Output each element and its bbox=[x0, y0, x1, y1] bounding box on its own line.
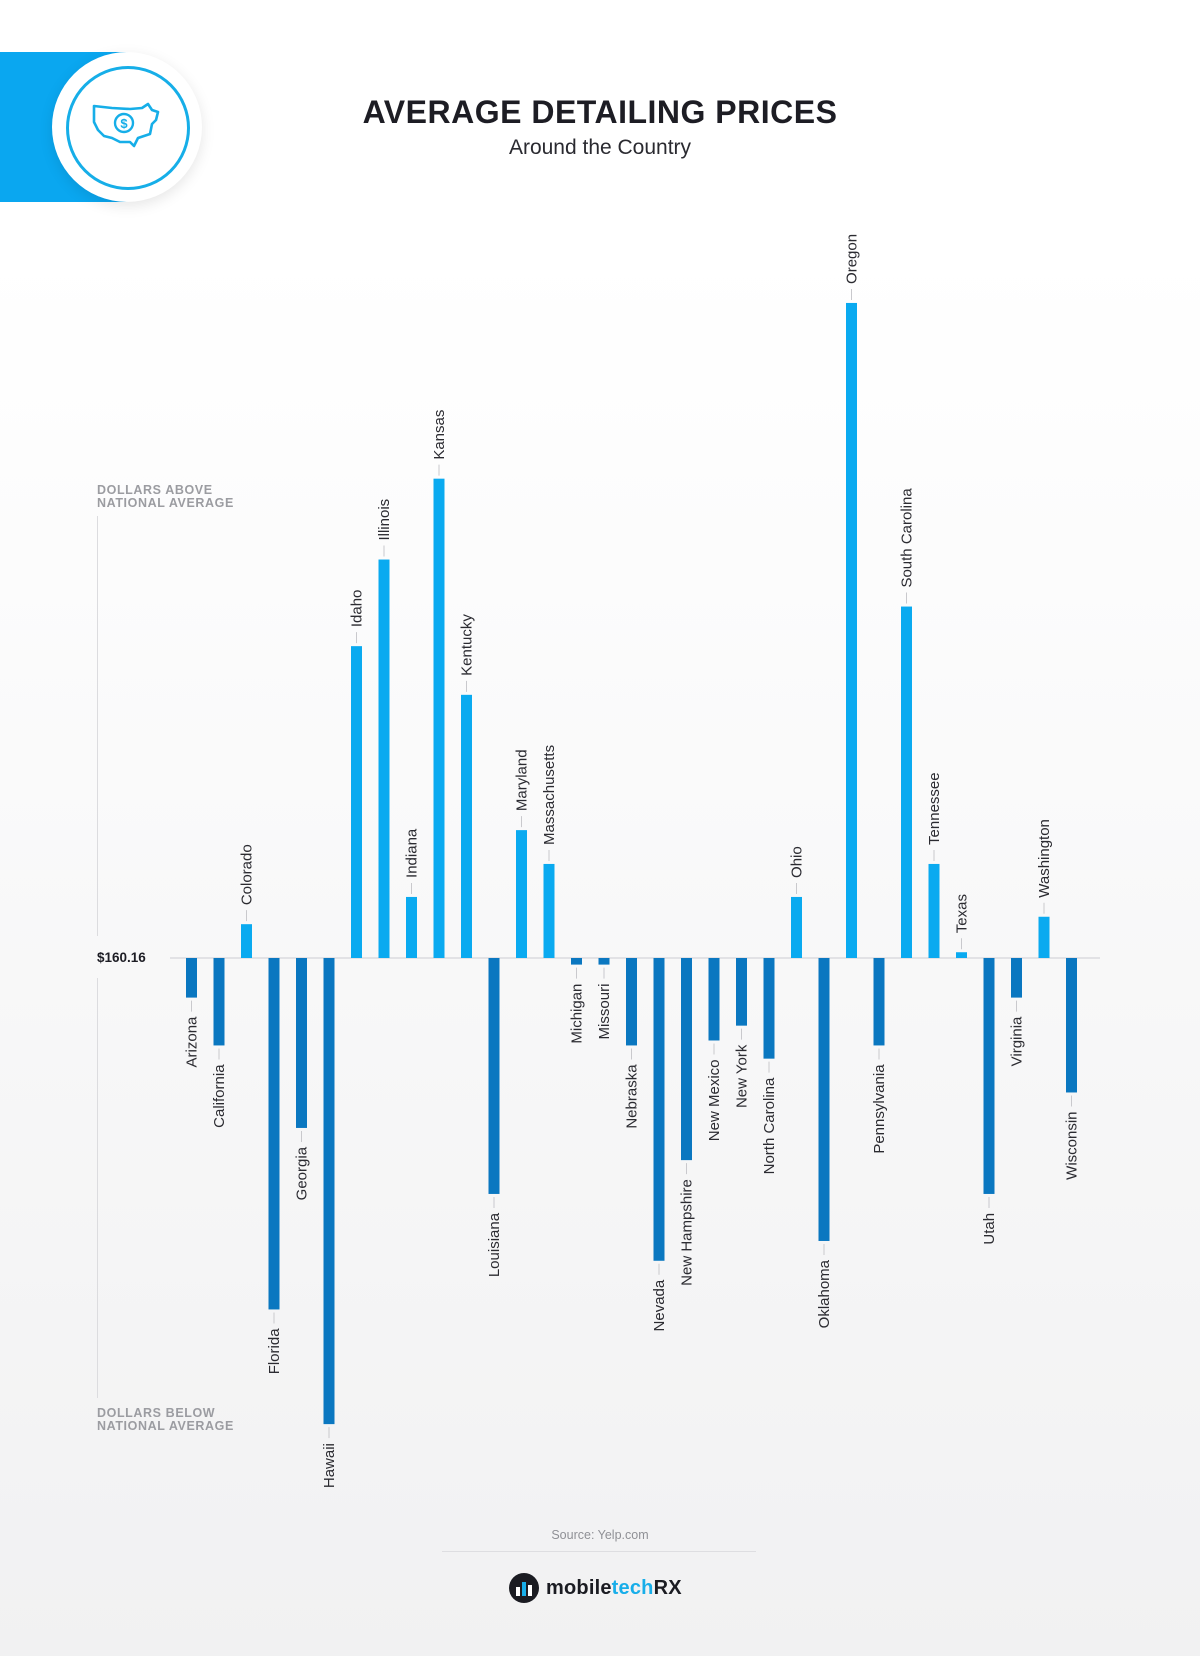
label-ohio: Ohio bbox=[789, 846, 806, 878]
footer-divider bbox=[442, 1551, 756, 1552]
label-washington: Washington bbox=[1036, 819, 1053, 898]
bar-virginia bbox=[1011, 958, 1022, 998]
bar-north-carolina bbox=[763, 958, 775, 1059]
bar-south-carolina bbox=[901, 606, 912, 958]
label-colorado: Colorado bbox=[239, 844, 256, 905]
label-north-carolina: North Carolina bbox=[761, 1077, 778, 1174]
bar-missouri bbox=[598, 958, 610, 965]
above-note-line-1: DOLLARS ABOVE bbox=[97, 483, 213, 497]
brand-logo: mobiletechRX bbox=[508, 1570, 682, 1606]
label-georgia: Georgia bbox=[294, 1146, 311, 1200]
bar-new-mexico bbox=[708, 958, 720, 1041]
svg-text:$: $ bbox=[120, 116, 128, 131]
label-south-carolina: South Carolina bbox=[899, 488, 916, 588]
bar-hawaii bbox=[323, 958, 335, 1425]
bar-georgia bbox=[296, 958, 307, 1128]
header-badge: $ bbox=[52, 52, 202, 202]
bar-tennessee bbox=[928, 863, 940, 958]
bar-indiana bbox=[406, 896, 417, 958]
label-wisconsin: Wisconsin bbox=[1064, 1111, 1081, 1179]
label-missouri: Missouri bbox=[596, 984, 613, 1040]
label-new-mexico: New Mexico bbox=[706, 1060, 723, 1142]
bar-illinois bbox=[378, 559, 390, 958]
label-michigan: Michigan bbox=[569, 984, 586, 1044]
bar-nebraska bbox=[626, 958, 637, 1046]
bar-michigan bbox=[571, 958, 582, 965]
bar-louisiana bbox=[488, 958, 500, 1194]
bar-wisconsin bbox=[1066, 958, 1077, 1093]
logo-chart-icon bbox=[509, 1573, 539, 1603]
bar-pennsylvania bbox=[873, 958, 885, 1046]
bar-new-york bbox=[736, 958, 747, 1026]
bar-florida bbox=[268, 958, 280, 1310]
label-indiana: Indiana bbox=[404, 828, 421, 878]
label-tennessee: Tennessee bbox=[926, 772, 943, 845]
above-note-line-2: NATIONAL AVERAGE bbox=[97, 496, 234, 510]
bar-colorado bbox=[241, 924, 252, 958]
bar-washington bbox=[1038, 916, 1050, 958]
page-title: AVERAGE DETAILING PRICES bbox=[362, 94, 838, 130]
label-texas: Texas bbox=[954, 894, 971, 933]
label-hawaii: Hawaii bbox=[321, 1443, 338, 1488]
bar-nevada bbox=[653, 958, 665, 1261]
bar-new-hampshire bbox=[681, 958, 692, 1161]
label-oregon: Oregon bbox=[844, 234, 861, 284]
bar-arizona bbox=[186, 958, 197, 998]
below-average-note: DOLLARS BELOW NATIONAL AVERAGE bbox=[97, 1407, 234, 1433]
label-nebraska: Nebraska bbox=[624, 1064, 641, 1129]
source-note: Source: Yelp.com bbox=[551, 1528, 649, 1542]
bar-ohio bbox=[791, 896, 802, 958]
bar-utah bbox=[983, 958, 995, 1194]
label-florida: Florida bbox=[266, 1328, 283, 1375]
bar-kentucky bbox=[461, 694, 472, 958]
above-guide-line bbox=[97, 516, 98, 936]
label-illinois: Illinois bbox=[376, 499, 393, 541]
bar-maryland bbox=[516, 830, 527, 958]
brand-name-main: mobile bbox=[546, 1576, 612, 1599]
brand-name: mobiletechRX bbox=[546, 1577, 682, 1600]
label-oklahoma: Oklahoma bbox=[816, 1259, 833, 1328]
below-note-line-1: DOLLARS BELOW bbox=[97, 1406, 216, 1420]
bar-oregon bbox=[846, 302, 857, 958]
page-subtitle: Around the Country bbox=[508, 136, 692, 159]
label-utah: Utah bbox=[981, 1213, 998, 1245]
label-kentucky: Kentucky bbox=[459, 614, 476, 676]
bar-massachusetts bbox=[543, 863, 555, 958]
label-nevada: Nevada bbox=[651, 1279, 668, 1331]
label-california: California bbox=[211, 1064, 228, 1128]
usa-map-dollar-icon: $ bbox=[92, 102, 160, 148]
label-new-hampshire: New Hampshire bbox=[679, 1179, 696, 1286]
label-idaho: Idaho bbox=[349, 590, 366, 628]
label-virginia: Virginia bbox=[1009, 1016, 1026, 1066]
label-kansas: Kansas bbox=[431, 410, 448, 460]
badge-ring bbox=[66, 66, 190, 190]
label-louisiana: Louisiana bbox=[486, 1212, 503, 1277]
below-guide-line bbox=[97, 978, 98, 1398]
bar-oklahoma bbox=[818, 958, 830, 1241]
below-note-line-2: NATIONAL AVERAGE bbox=[97, 1419, 234, 1433]
label-arizona: Arizona bbox=[184, 1016, 201, 1068]
label-new-york: New York bbox=[734, 1044, 751, 1108]
brand-name-suffix: RX bbox=[653, 1576, 682, 1599]
bar-kansas bbox=[433, 478, 445, 958]
brand-name-accent: tech bbox=[611, 1576, 654, 1599]
label-massachusetts: Massachusetts bbox=[541, 745, 558, 845]
bar-texas bbox=[956, 952, 967, 958]
baseline-value-label: $160.16 bbox=[97, 950, 146, 965]
label-maryland: Maryland bbox=[514, 749, 531, 811]
above-average-note: DOLLARS ABOVE NATIONAL AVERAGE bbox=[97, 484, 234, 510]
bar-idaho bbox=[351, 646, 362, 958]
bar-california bbox=[213, 958, 225, 1046]
label-pennsylvania: Pennsylvania bbox=[871, 1064, 888, 1154]
